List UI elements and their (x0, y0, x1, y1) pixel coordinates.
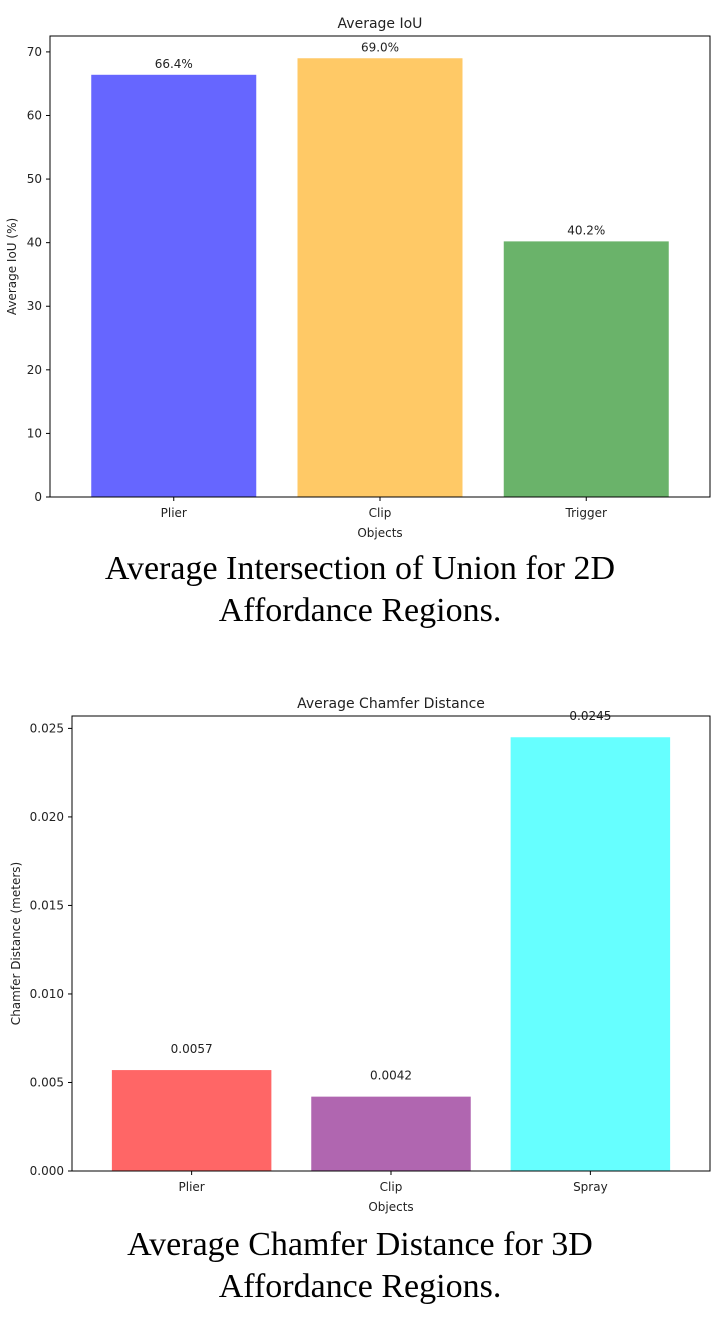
y-axis-label: Average IoU (%) (5, 218, 19, 315)
chamfer-chart-caption: Average Chamfer Distance for 3D Affordan… (0, 1224, 720, 1308)
data-label: 66.4% (155, 57, 193, 71)
plot-frame (49, 35, 711, 498)
x-tick-label: Trigger (565, 506, 607, 520)
y-tick-label: 10 (27, 426, 42, 440)
iou-chart-caption: Average Intersection of Union for 2D Aff… (0, 548, 720, 632)
caption-line: Affordance Regions. (218, 1268, 502, 1305)
x-tick-label: Spray (573, 1180, 608, 1194)
x-axis-label: Objects (357, 526, 402, 540)
data-label: 69.0% (361, 40, 399, 54)
caption-line: Average Chamfer Distance for 3D (127, 1226, 593, 1263)
data-label: 40.2% (567, 223, 605, 237)
y-tick-label: 0.015 (30, 898, 64, 912)
y-tick-label: 20 (27, 363, 42, 377)
x-tick-label: Plier (161, 506, 187, 520)
y-tick-label: 30 (27, 299, 42, 313)
bar-spray (510, 737, 671, 1171)
plot-frame (71, 715, 711, 1172)
x-axis-label: Objects (368, 1200, 413, 1214)
iou-bar-chart: Average IoU 66.4% Plier 69.0% Clip 40.2% Trigg… (5, 16, 711, 540)
y-tick-label: 0.005 (30, 1075, 64, 1089)
y-tick-label: 0.025 (30, 721, 64, 735)
y-tick-label: 50 (27, 172, 42, 186)
bar-trigger (503, 241, 669, 497)
y-tick-label: 70 (27, 45, 42, 59)
bar-clip (311, 1096, 471, 1171)
y-tick-label: 0 (34, 490, 42, 504)
data-label: 0.0057 (171, 1042, 213, 1056)
x-tick-label: Plier (179, 1180, 205, 1194)
caption-line: Average Intersection of Union for 2D (104, 550, 616, 587)
y-axis-label: Chamfer Distance (meters) (9, 862, 23, 1025)
y-tick-label: 0.010 (30, 987, 64, 1001)
bar-clip (297, 58, 463, 497)
bar-plier (91, 74, 257, 497)
chart-title: Average Chamfer Distance (297, 696, 485, 712)
caption-line: Affordance Regions. (218, 592, 502, 629)
x-tick-label: Clip (380, 1180, 403, 1194)
y-tick-label: 40 (27, 236, 42, 250)
chamfer-bar-chart: Average Chamfer Distance 0.0057 Plier 0.004… (9, 696, 711, 1214)
chart-title: Average IoU (338, 16, 423, 32)
bar-plier (111, 1070, 272, 1171)
y-tick-label: 60 (27, 108, 42, 122)
y-tick-label: 0.020 (30, 810, 64, 824)
data-label: 0.0042 (370, 1069, 412, 1083)
x-tick-label: Clip (369, 506, 392, 520)
y-tick-label: 0.000 (30, 1164, 64, 1178)
